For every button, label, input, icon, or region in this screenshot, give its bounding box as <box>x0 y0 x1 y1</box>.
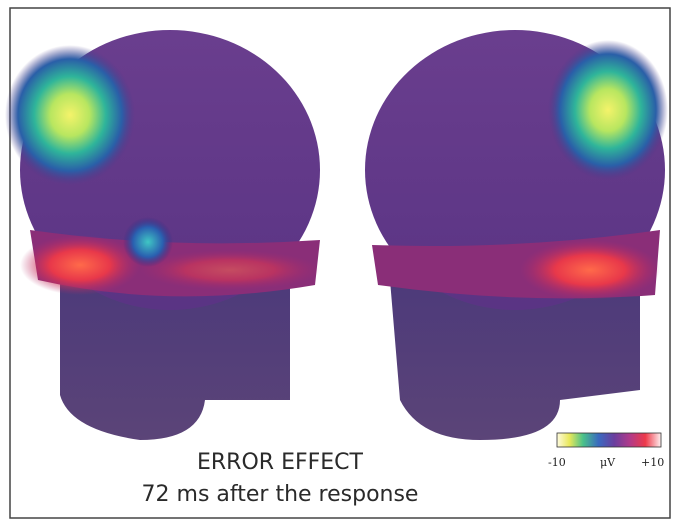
left-head <box>5 30 320 440</box>
figure-subtitle: 72 ms after the response <box>141 482 419 507</box>
colorbar <box>556 432 662 448</box>
colorbar-unit: μV <box>600 456 616 469</box>
frame <box>9 7 671 519</box>
figure-title: ERROR EFFECT <box>197 450 363 475</box>
right-head <box>365 30 668 440</box>
colorbar-min: -10 <box>548 456 566 469</box>
colorbar-max: +10 <box>641 456 665 469</box>
